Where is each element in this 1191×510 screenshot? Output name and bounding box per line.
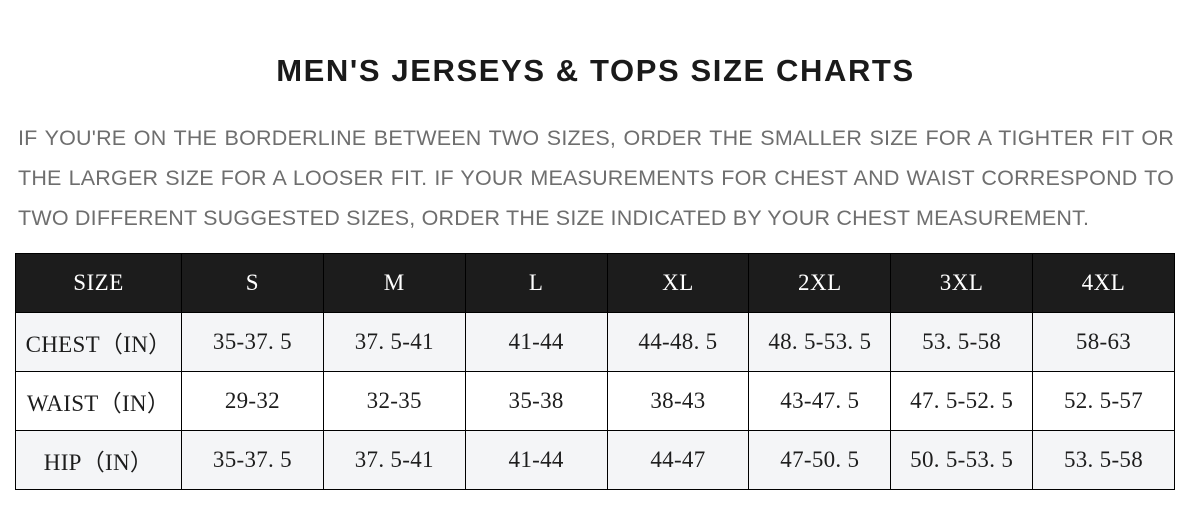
table-row: HIP（IN） 35-37. 5 37. 5-41 41-44 44-47 47…: [15, 430, 1175, 490]
row-label-waist: WAIST（IN）: [15, 371, 182, 431]
waist-s: 29-32: [181, 371, 324, 431]
hip-xl: 44-47: [606, 430, 750, 490]
table-row: WAIST（IN） 29-32 32-35 35-38 38-43 43-47.…: [15, 371, 1175, 431]
table-header-row: SIZE S M L XL 2XL 3XL 4XL: [15, 253, 1175, 313]
column-header-xl: XL: [606, 253, 750, 313]
hip-s: 35-37. 5: [181, 430, 324, 490]
hip-l: 41-44: [464, 430, 608, 490]
chest-l: 41-44: [464, 312, 608, 372]
column-header-4xl: 4XL: [1032, 253, 1175, 313]
waist-xl: 38-43: [606, 371, 750, 431]
waist-2xl: 43-47. 5: [748, 371, 892, 431]
chest-s: 35-37. 5: [181, 312, 324, 372]
size-chart-table: SIZE S M L XL 2XL 3XL 4XL CHEST（IN） 35-3…: [15, 253, 1175, 490]
page-title: MEN'S JERSEYS & TOPS SIZE CHARTS: [276, 52, 915, 88]
column-header-l: L: [464, 253, 608, 313]
table-row: CHEST（IN） 35-37. 5 37. 5-41 41-44 44-48.…: [15, 312, 1175, 372]
chest-4xl: 58-63: [1032, 312, 1175, 372]
column-header-size: SIZE: [15, 253, 182, 313]
chest-m: 37. 5-41: [322, 312, 466, 372]
column-header-s: S: [181, 253, 324, 313]
hip-m: 37. 5-41: [322, 430, 466, 490]
waist-l: 35-38: [464, 371, 608, 431]
row-label-hip: HIP（IN）: [15, 430, 182, 490]
chest-3xl: 53. 5-58: [890, 312, 1034, 372]
chest-2xl: 48. 5-53. 5: [748, 312, 892, 372]
size-guidance-paragraph: IF YOU'RE ON THE BORDERLINE BETWEEN TWO …: [18, 125, 1174, 230]
row-label-chest: CHEST（IN）: [15, 312, 182, 372]
column-header-3xl: 3XL: [890, 253, 1034, 313]
hip-4xl: 53. 5-58: [1032, 430, 1175, 490]
hip-2xl: 47-50. 5: [748, 430, 892, 490]
column-header-m: M: [322, 253, 466, 313]
chest-xl: 44-48. 5: [606, 312, 750, 372]
hip-3xl: 50. 5-53. 5: [890, 430, 1034, 490]
waist-4xl: 52. 5-57: [1032, 371, 1175, 431]
waist-3xl: 47. 5-52. 5: [890, 371, 1034, 431]
size-table-container: SIZE S M L XL 2XL 3XL 4XL CHEST（IN） 35-3…: [15, 253, 1175, 490]
waist-m: 32-35: [322, 371, 466, 431]
column-header-2xl: 2XL: [748, 253, 892, 313]
